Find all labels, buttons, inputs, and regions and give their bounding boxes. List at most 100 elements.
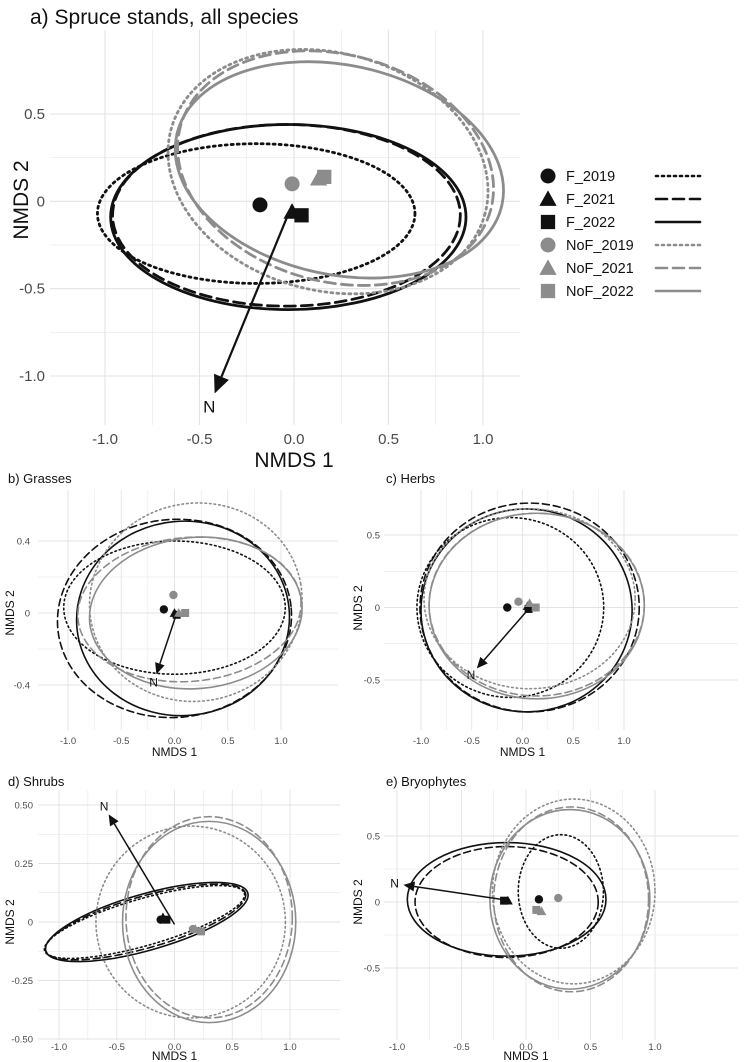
legend-label: F_2019 [566, 169, 615, 185]
centroid-f-2019 [534, 895, 544, 904]
panel-b: -1.0 -0.5 0.0 0.5 1.0 -0.4 0 0.4 NMDS 1 NMDS 2 b) … [3, 471, 338, 759]
x-tick-label: -1.0 [389, 1042, 405, 1053]
ellipse-nof-2022 [88, 536, 303, 690]
ellipse-f-2021 [414, 845, 600, 959]
x-tick-label: -1.0 [60, 736, 76, 747]
centroid-nof-2022 [532, 905, 541, 914]
vector-arrowhead [108, 814, 119, 827]
y-tick-label: -0.5 [364, 964, 380, 975]
legend-item-f-2019: F_2019 [540, 168, 702, 185]
vector-arrowhead [155, 662, 165, 675]
y-tick-label: 0.25 [15, 859, 34, 870]
grid [38, 790, 340, 1040]
x-tick-label: 0.0 [519, 1042, 532, 1053]
centroids [503, 597, 540, 613]
vector-arrowhead [476, 656, 488, 669]
x-axis-label: NMDS 1 [152, 745, 198, 759]
x-tick-label: -0.5 [453, 1042, 469, 1053]
grid [384, 490, 738, 730]
legend-item-nof-2022: NoF_2022 [540, 283, 702, 300]
x-tick-label: -1.0 [413, 736, 429, 747]
panel-title: c) Herbs [386, 471, 436, 486]
x-tick-label: 0.5 [226, 1042, 239, 1053]
centroid-nof-2022 [531, 603, 540, 612]
centroid-nof-2019 [514, 597, 523, 606]
y-tick-label: 0 [28, 918, 33, 929]
vector-line [159, 616, 177, 664]
legend-label: NoF_2021 [566, 261, 634, 277]
ellipse-f-2021 [56, 518, 293, 719]
centroids [500, 893, 563, 916]
panel-d: -1.0 -0.5 0.0 0.5 1.0 -0.50 -0.25 0 0.25 0.50 NMDS… [3, 774, 340, 1062]
y-axis-label: NMDS 2 [3, 590, 17, 636]
ellipse-nof-2022 [121, 820, 297, 1024]
ellipses [96, 48, 505, 312]
ellipses [406, 798, 656, 993]
y-tick-label: 0.5 [24, 106, 45, 123]
y-tick-label: 0.5 [367, 531, 380, 542]
y-tick-label: 0 [375, 898, 380, 909]
centroid-f-2019 [503, 603, 512, 612]
legend-item-nof-2019: NoF_2019 [540, 237, 702, 254]
vector-label: N [100, 800, 109, 814]
x-tick-label: 0.0 [168, 1042, 181, 1053]
vector-line [220, 204, 294, 378]
centroid-nof-2022 [197, 927, 206, 936]
ellipse-nof-2022 [489, 808, 651, 990]
legend-key-square [540, 283, 556, 299]
centroid-nof-2019 [554, 893, 563, 903]
x-axis-label: NMDS 1 [500, 745, 546, 759]
legend-label: F_2022 [566, 215, 615, 231]
x-tick-label: 0.5 [584, 1042, 597, 1053]
vector-label: N [149, 676, 158, 690]
x-axis-label: NMDS 1 [152, 1049, 198, 1062]
centroid-f-2019 [252, 197, 268, 213]
legend-key-square [540, 214, 556, 230]
ellipse-f-2019 [62, 540, 287, 675]
ellipse-nof-2022 [428, 512, 646, 700]
x-tick-label: 1.0 [617, 736, 630, 747]
x-tick-label: 0.5 [378, 431, 399, 448]
y-tick-label: -0.5 [19, 281, 45, 298]
legend-item-f-2022: F_2022 [540, 214, 702, 231]
panel-title: b) Grasses [8, 471, 72, 486]
vector-label: N [203, 397, 215, 416]
centroids [159, 590, 190, 619]
ellipses [43, 815, 297, 1024]
x-tick-label: -1.0 [92, 431, 118, 448]
x-tick-label: -0.5 [113, 736, 129, 747]
ellipse-f-2019 [43, 884, 246, 960]
x-tick-label: 0.0 [284, 431, 305, 448]
centroid-nof-2022 [317, 169, 332, 185]
vector-arrowhead [214, 373, 229, 394]
legend-label: NoF_2022 [566, 284, 634, 300]
ellipse-nof-2019 [88, 502, 303, 703]
x-tick-label: 1.0 [274, 736, 287, 747]
y-tick-label: -0.4 [14, 681, 30, 692]
ellipse-nof-2019 [423, 508, 636, 690]
legend-label: NoF_2019 [566, 238, 634, 254]
centroid-f-2022 [294, 208, 309, 223]
legend-key-triangle [539, 190, 557, 206]
centroids [252, 169, 332, 223]
legend-key-triangle [539, 259, 557, 275]
x-tick-label: 1.0 [283, 1042, 296, 1053]
y-axis-label: NMDS 2 [10, 160, 33, 239]
vector-label: N [390, 877, 399, 891]
legend-label: F_2021 [566, 192, 615, 208]
x-tick-label: -0.5 [187, 431, 213, 448]
ellipse-nof-2021 [492, 806, 650, 993]
y-tick-label: 0.5 [367, 832, 380, 843]
ellipse-nof-2022 [173, 60, 505, 280]
ellipses [416, 502, 646, 713]
ellipse-f-2022 [75, 520, 291, 717]
y-tick-label: -0.25 [11, 976, 33, 987]
panel-title: e) Bryophytes [386, 774, 467, 789]
ellipse-nof-2019 [95, 825, 287, 1019]
ellipse-f-2022 [44, 881, 249, 963]
grid [38, 490, 338, 730]
y-tick-label: 0 [25, 609, 30, 620]
x-tick-label: -1.0 [51, 1042, 67, 1053]
centroid-f-2022 [500, 896, 509, 905]
